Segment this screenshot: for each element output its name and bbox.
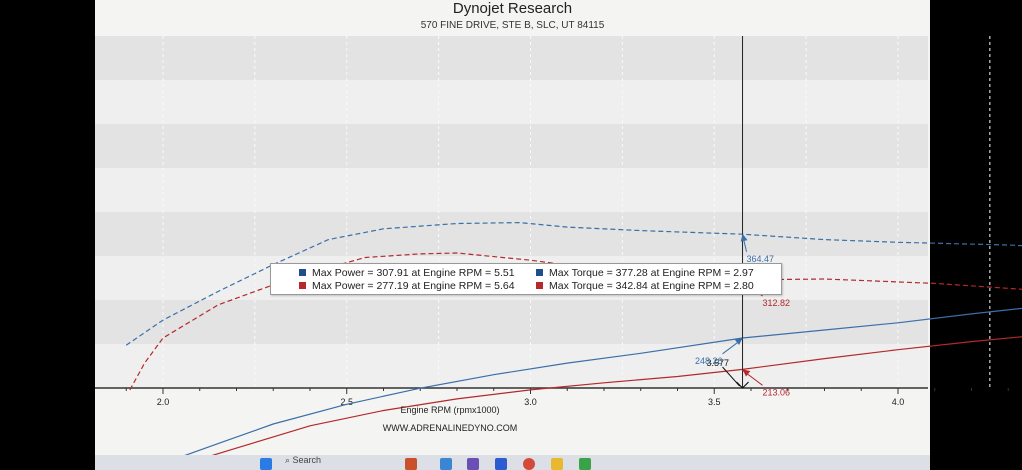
cursor-leader [722, 366, 740, 387]
app-icon[interactable] [440, 458, 452, 470]
readout-label: 213.06 [763, 387, 791, 397]
x-axis-label: Engine RPM (rpmx1000) [400, 405, 500, 415]
grid-band [95, 124, 928, 168]
app-icon[interactable] [579, 458, 591, 470]
website-footer: WWW.ADRENALINEDYNO.COM [382, 423, 518, 433]
legend-swatch-run1 [299, 269, 306, 276]
readout-label: 248.26 [695, 356, 723, 366]
legend-run2-power: Max Power = 277.19 at Engine RPM = 5.64 [299, 280, 515, 292]
chrome-icon[interactable] [523, 458, 535, 470]
cursor-label: 3.577 [707, 358, 730, 368]
x-tick-label: 3.0 [524, 397, 537, 407]
grid-band [95, 80, 928, 124]
readout-arrow [742, 369, 751, 377]
readout-label: 364.47 [747, 254, 775, 264]
app-icon[interactable] [467, 458, 479, 470]
grid-band [95, 300, 928, 344]
series-line-run1_power [139, 307, 1022, 470]
grid-band [95, 36, 928, 80]
legend-run2-torque: Max Torque = 342.84 at Engine RPM = 2.80 [536, 280, 754, 292]
grid-band [95, 212, 928, 256]
x-tick-label: 2.0 [157, 397, 170, 407]
folder-icon[interactable] [551, 458, 563, 470]
x-tick-label: 2.5 [340, 397, 353, 407]
taskbar-search[interactable]: ⌕ Search [285, 455, 322, 465]
chart-title: Dynojet Research [452, 0, 573, 17]
cursor-arrow [736, 381, 749, 389]
readout-arrow [734, 337, 743, 346]
legend-swatch-run2 [299, 282, 306, 289]
app-icon[interactable] [495, 458, 507, 470]
legend-run1-torque: Max Torque = 377.28 at Engine RPM = 2.97 [536, 267, 754, 279]
app-icon[interactable] [405, 458, 417, 470]
legend-swatch-run1 [536, 269, 543, 276]
windows-start-icon[interactable] [260, 458, 272, 470]
taskbar: ⌕ Search [95, 455, 930, 470]
legend-run1-power: Max Power = 307.91 at Engine RPM = 5.51 [299, 267, 515, 279]
readout-label: 312.82 [763, 298, 791, 308]
x-tick-label: 3.5 [708, 397, 721, 407]
grid-band [95, 344, 928, 388]
x-tick-label: 4.0 [892, 397, 905, 407]
grid-band [95, 168, 928, 212]
legend-swatch-run2 [536, 282, 543, 289]
chart-subtitle: 570 FINE DRIVE, STE B, SLC, UT 84115 [420, 20, 605, 31]
readout-arrow [740, 233, 748, 242]
legend-box: Max Power = 307.91 at Engine RPM = 5.51 … [270, 263, 782, 295]
series-line-run2_power [162, 336, 1022, 470]
